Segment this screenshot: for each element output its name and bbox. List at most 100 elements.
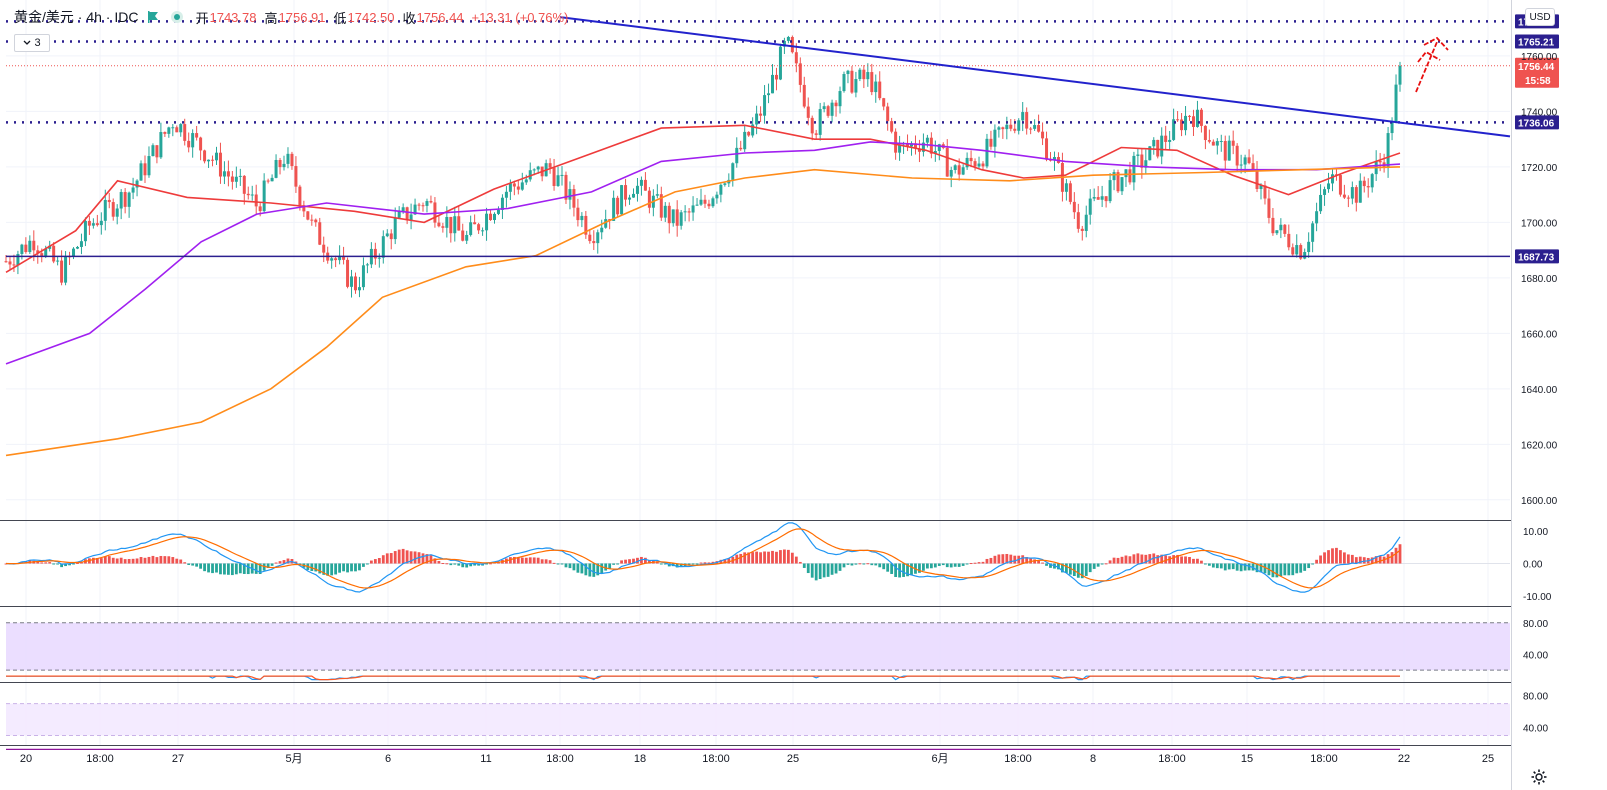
currency-button[interactable]: USD bbox=[1525, 8, 1555, 26]
candle-body bbox=[1064, 183, 1068, 192]
macd-histogram-bar bbox=[1001, 554, 1005, 564]
countdown-label: 15:58 bbox=[1525, 76, 1551, 87]
x-tick-label: 6月 bbox=[931, 753, 948, 765]
macd-histogram-bar bbox=[246, 563, 250, 575]
low-value: 1742.50 bbox=[347, 9, 395, 25]
candle-body bbox=[913, 143, 917, 149]
macd-histogram-bar bbox=[929, 563, 933, 569]
candle-body bbox=[1092, 197, 1096, 199]
macd-histogram-bar bbox=[1215, 563, 1219, 569]
macd-histogram-bar bbox=[1128, 556, 1132, 564]
macd-histogram-bar bbox=[1196, 558, 1199, 564]
candle-body bbox=[1247, 157, 1251, 164]
candle-body bbox=[731, 163, 735, 180]
macd-histogram-bar bbox=[1255, 563, 1259, 573]
y-tick-label: 0.00 bbox=[1523, 560, 1543, 571]
candle-body bbox=[119, 192, 123, 209]
candle-body bbox=[115, 208, 119, 217]
price-level-label: 1736.06 bbox=[1518, 118, 1555, 129]
candle-body bbox=[1398, 65, 1402, 85]
y-tick-label: 1600.00 bbox=[1521, 496, 1558, 507]
macd-histogram-bar bbox=[199, 563, 203, 569]
candle-body bbox=[699, 199, 703, 205]
macd-histogram-bar bbox=[1390, 552, 1394, 564]
macd-histogram-bar bbox=[1327, 550, 1330, 564]
candle-body bbox=[1366, 186, 1370, 188]
macd-histogram-bar bbox=[1180, 556, 1183, 564]
x-tick-label: 25 bbox=[787, 753, 799, 765]
macd-histogram-bar bbox=[822, 563, 826, 578]
macd-histogram-bar bbox=[1378, 555, 1382, 564]
candle-body bbox=[350, 276, 354, 287]
candle-body bbox=[143, 163, 147, 176]
symbol-title[interactable]: 黄金/美元 · 4h · IDC bbox=[14, 9, 139, 25]
macd-histogram-bar bbox=[1271, 563, 1275, 578]
candle-body bbox=[151, 145, 155, 157]
macd-line bbox=[5, 522, 1401, 593]
macd-histogram-bar bbox=[786, 549, 790, 564]
candle-body bbox=[806, 106, 810, 118]
macd-pane bbox=[4, 522, 1510, 593]
macd-histogram-bar bbox=[135, 558, 139, 564]
candle-body bbox=[163, 132, 167, 134]
candle-body bbox=[175, 127, 179, 133]
indicators-toggle-button[interactable]: 3 bbox=[14, 34, 50, 52]
macd-histogram-bar bbox=[922, 563, 925, 571]
macd-histogram-bar bbox=[937, 563, 941, 566]
macd-histogram-bar bbox=[755, 551, 759, 564]
candle-body bbox=[445, 216, 449, 228]
candle-body bbox=[1267, 198, 1271, 218]
macd-histogram-bar bbox=[278, 561, 282, 564]
candle-body bbox=[75, 246, 79, 249]
candle-body bbox=[1299, 245, 1303, 259]
macd-histogram-bar bbox=[977, 562, 981, 564]
candle-body bbox=[1148, 146, 1152, 161]
candle-body bbox=[616, 197, 620, 215]
x-tick-label: 18:00 bbox=[702, 753, 730, 765]
candle-body bbox=[123, 192, 127, 207]
macd-histogram-bar bbox=[1263, 563, 1267, 574]
macd-histogram-bar bbox=[1331, 548, 1334, 564]
candle-body bbox=[1184, 115, 1188, 131]
candles bbox=[4, 35, 1402, 298]
macd-histogram-bar bbox=[350, 563, 353, 572]
macd-histogram-bar bbox=[1009, 554, 1013, 564]
candle-body bbox=[1045, 138, 1049, 160]
candle-body bbox=[1144, 160, 1148, 168]
y-tick-label: 1660.00 bbox=[1521, 329, 1558, 340]
macd-histogram-bar bbox=[60, 563, 64, 568]
candle-body bbox=[675, 209, 679, 226]
candle-body bbox=[755, 113, 759, 125]
macd-histogram-bar bbox=[1223, 563, 1227, 571]
candle-body bbox=[1128, 169, 1132, 183]
macd-histogram-bar bbox=[1319, 555, 1322, 564]
last-price-tag bbox=[1515, 57, 1559, 88]
macd-histogram-bar bbox=[1350, 554, 1354, 564]
macd-histogram-bar bbox=[1104, 563, 1108, 565]
macd-histogram-bar bbox=[461, 563, 465, 568]
candle-body bbox=[1104, 196, 1108, 202]
y-tick-label: 1620.00 bbox=[1521, 440, 1558, 451]
candle-body bbox=[890, 121, 894, 132]
macd-histogram-bar bbox=[385, 553, 389, 564]
candle-body bbox=[361, 265, 365, 288]
macd-histogram-bar bbox=[1354, 557, 1358, 564]
macd-histogram-bar bbox=[763, 551, 766, 564]
candle-body bbox=[1307, 241, 1311, 253]
trendline bbox=[559, 16, 1511, 138]
macd-histogram-bar bbox=[779, 550, 782, 564]
candle-body bbox=[477, 224, 481, 231]
candle-body bbox=[771, 74, 775, 94]
flag-icon[interactable] bbox=[148, 11, 159, 23]
gear-icon[interactable] bbox=[1530, 768, 1548, 786]
candle-body bbox=[925, 137, 929, 143]
candle-body bbox=[818, 109, 822, 135]
candle-body bbox=[1096, 197, 1100, 200]
macd-histogram-bar bbox=[532, 557, 536, 564]
macd-histogram-bar bbox=[918, 563, 921, 573]
macd-histogram-bar bbox=[68, 563, 71, 566]
candle-body bbox=[262, 180, 266, 212]
candle-body bbox=[953, 165, 957, 170]
candle-body bbox=[8, 261, 12, 265]
